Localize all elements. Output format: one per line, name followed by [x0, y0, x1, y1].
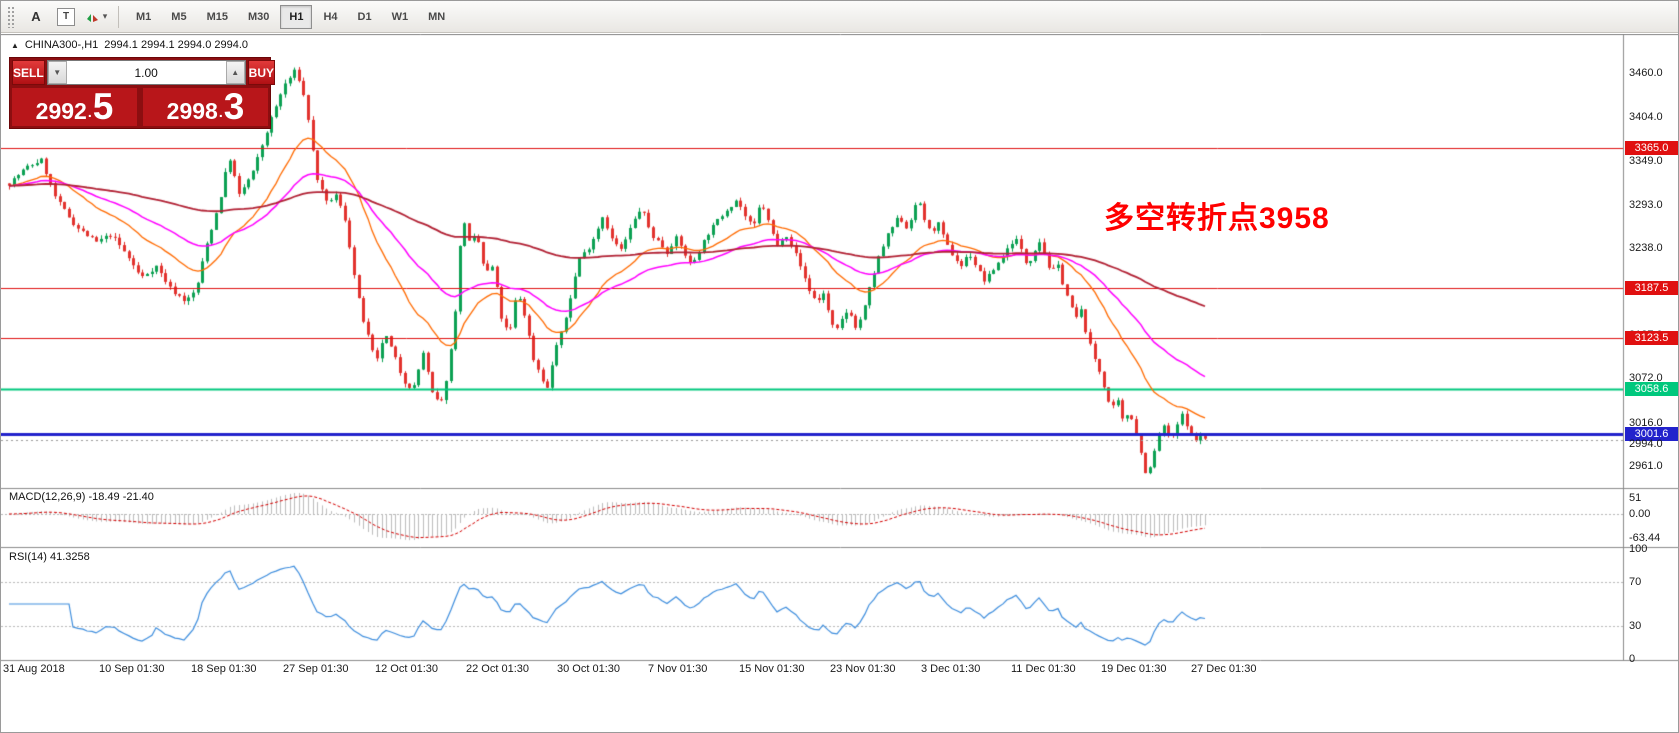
rsi-axis-tick: 70 [1629, 576, 1642, 588]
buy-price-big-digit: 3 [223, 86, 245, 127]
price-axis-tick: 3238.0 [1629, 241, 1663, 254]
tab-timeframe-MN[interactable]: MN [428, 10, 446, 23]
tab-timeframe-M30[interactable]: M30 [247, 10, 270, 23]
tab-timeframe-M5[interactable]: M5 [171, 10, 187, 23]
time-axis-label: 23 Nov 01:30 [830, 663, 896, 675]
time-axis-label: 18 Sep 01:30 [191, 663, 257, 675]
sell-price-main: 2992 [35, 98, 87, 124]
chart-header: ▲ CHINA300-,H1 2994.1 2994.1 2994.0 2994… [11, 39, 248, 51]
time-axis-label: 27 Sep 01:30 [283, 663, 349, 675]
buy-price-main: 2998 [166, 98, 218, 124]
price-level-badge: 3001.6 [1625, 426, 1678, 441]
price-level-badge: 3123.5 [1625, 330, 1678, 345]
time-axis-label: 27 Dec 01:30 [1191, 663, 1257, 675]
price-level-badge: 3365.0 [1625, 141, 1678, 156]
chevron-down-icon: ▾ [102, 11, 108, 21]
time-axis-label: 22 Oct 01:30 [466, 663, 529, 675]
timeframe-group: M1 M5 M15 M30 H1 H4 D1 W1 MN [126, 4, 455, 29]
price-axis-tick: 3293.0 [1629, 198, 1663, 211]
macd-axis-tick: -63.44 [1629, 532, 1661, 544]
tab-timeframe-H1[interactable]: H1 [280, 4, 313, 29]
macd-indicator-label: MACD(12,26,9) -18.49 -21.40 [9, 491, 154, 503]
rsi-axis-tick: 30 [1629, 620, 1642, 632]
price-axis-tick: 3016.0 [1629, 416, 1663, 429]
price-level-badge: 3187.5 [1625, 280, 1678, 295]
tab-timeframe-M15[interactable]: M15 [206, 10, 228, 23]
price-level-badge: 3058.6 [1625, 382, 1678, 396]
price-axis-tick: 3404.0 [1629, 111, 1663, 124]
toolbar-separator [118, 5, 119, 28]
text-tool-icon: A [31, 9, 41, 24]
price-chart-canvas[interactable] [1, 34, 1678, 676]
sell-price-point: . [87, 104, 92, 120]
indicator-arrows-icon [86, 13, 98, 22]
sell-price-display[interactable]: 2992 . 5 [12, 88, 137, 126]
sell-button[interactable]: SELL [12, 60, 45, 85]
tab-timeframe-W1[interactable]: W1 [391, 10, 409, 23]
text-tool-button[interactable]: A [22, 4, 50, 30]
tab-timeframe-H4[interactable]: H4 [323, 10, 338, 23]
time-axis-label: 11 Dec 01:30 [1011, 663, 1076, 675]
buy-price-point: . [218, 104, 223, 120]
time-axis-label: 31 Aug 2018 [3, 663, 65, 675]
buy-button[interactable]: BUY [247, 60, 276, 85]
time-axis-label: 7 Nov 01:30 [648, 663, 708, 675]
time-axis-label: 12 Oct 01:30 [375, 663, 438, 675]
tab-timeframe-D1[interactable]: D1 [357, 10, 372, 23]
time-axis-label: 3 Dec 01:30 [921, 663, 981, 675]
toolbar-drag-handle[interactable] [7, 5, 15, 28]
buy-price-display[interactable]: 2998 . 3 [143, 88, 268, 126]
price-axis-tick: 3349.0 [1629, 154, 1663, 167]
one-click-panel-toggle-icon[interactable]: ▲ [11, 40, 19, 50]
current-price-label: 2994.0 [1629, 437, 1663, 450]
chart-ohlc-values: 2994.1 2994.1 2994.0 2994.0 [104, 39, 249, 51]
time-axis-label: 19 Dec 01:30 [1101, 663, 1167, 675]
one-click-trade-panel: SELL ▼ ▲ BUY 2992 . 5 2998 . 3 [9, 57, 276, 129]
tab-timeframe-M1[interactable]: M1 [136, 10, 152, 23]
textbox-tool-button[interactable]: T [52, 4, 80, 30]
time-axis-label: 15 Nov 01:30 [739, 663, 805, 675]
price-axis-tick: 3460.0 [1629, 67, 1663, 80]
macd-axis-tick: 0.00 [1629, 508, 1651, 520]
volume-decrease-button[interactable]: ▼ [47, 61, 67, 84]
volume-box: ▼ ▲ [46, 60, 246, 85]
price-axis-tick: 3072.0 [1629, 372, 1663, 385]
chart-symbol-label: CHINA300-,H1 [24, 39, 99, 51]
volume-increase-button[interactable]: ▲ [225, 61, 245, 84]
rsi-indicator-label: RSI(14) 41.3258 [9, 551, 90, 563]
price-axis-tick: 2961.0 [1629, 459, 1663, 472]
macd-axis-tick: 51 [1629, 492, 1642, 504]
time-axis-label: 10 Sep 01:30 [99, 663, 165, 675]
rsi-axis-tick: 100 [1629, 543, 1648, 555]
time-axis-label: 30 Oct 01:30 [557, 663, 620, 675]
toolbar: A T ▾ M1 M5 M15 M30 H1 H4 D1 W1 MN [1, 1, 1678, 33]
chart-text-annotation: 多空转折点3958 [1104, 202, 1330, 235]
textbox-icon: T [57, 7, 75, 26]
indicators-dropdown-button[interactable]: ▾ [82, 4, 110, 30]
sell-price-big-digit: 5 [92, 86, 114, 127]
volume-input[interactable] [66, 61, 226, 84]
rsi-axis-tick: 0 [1629, 653, 1636, 665]
